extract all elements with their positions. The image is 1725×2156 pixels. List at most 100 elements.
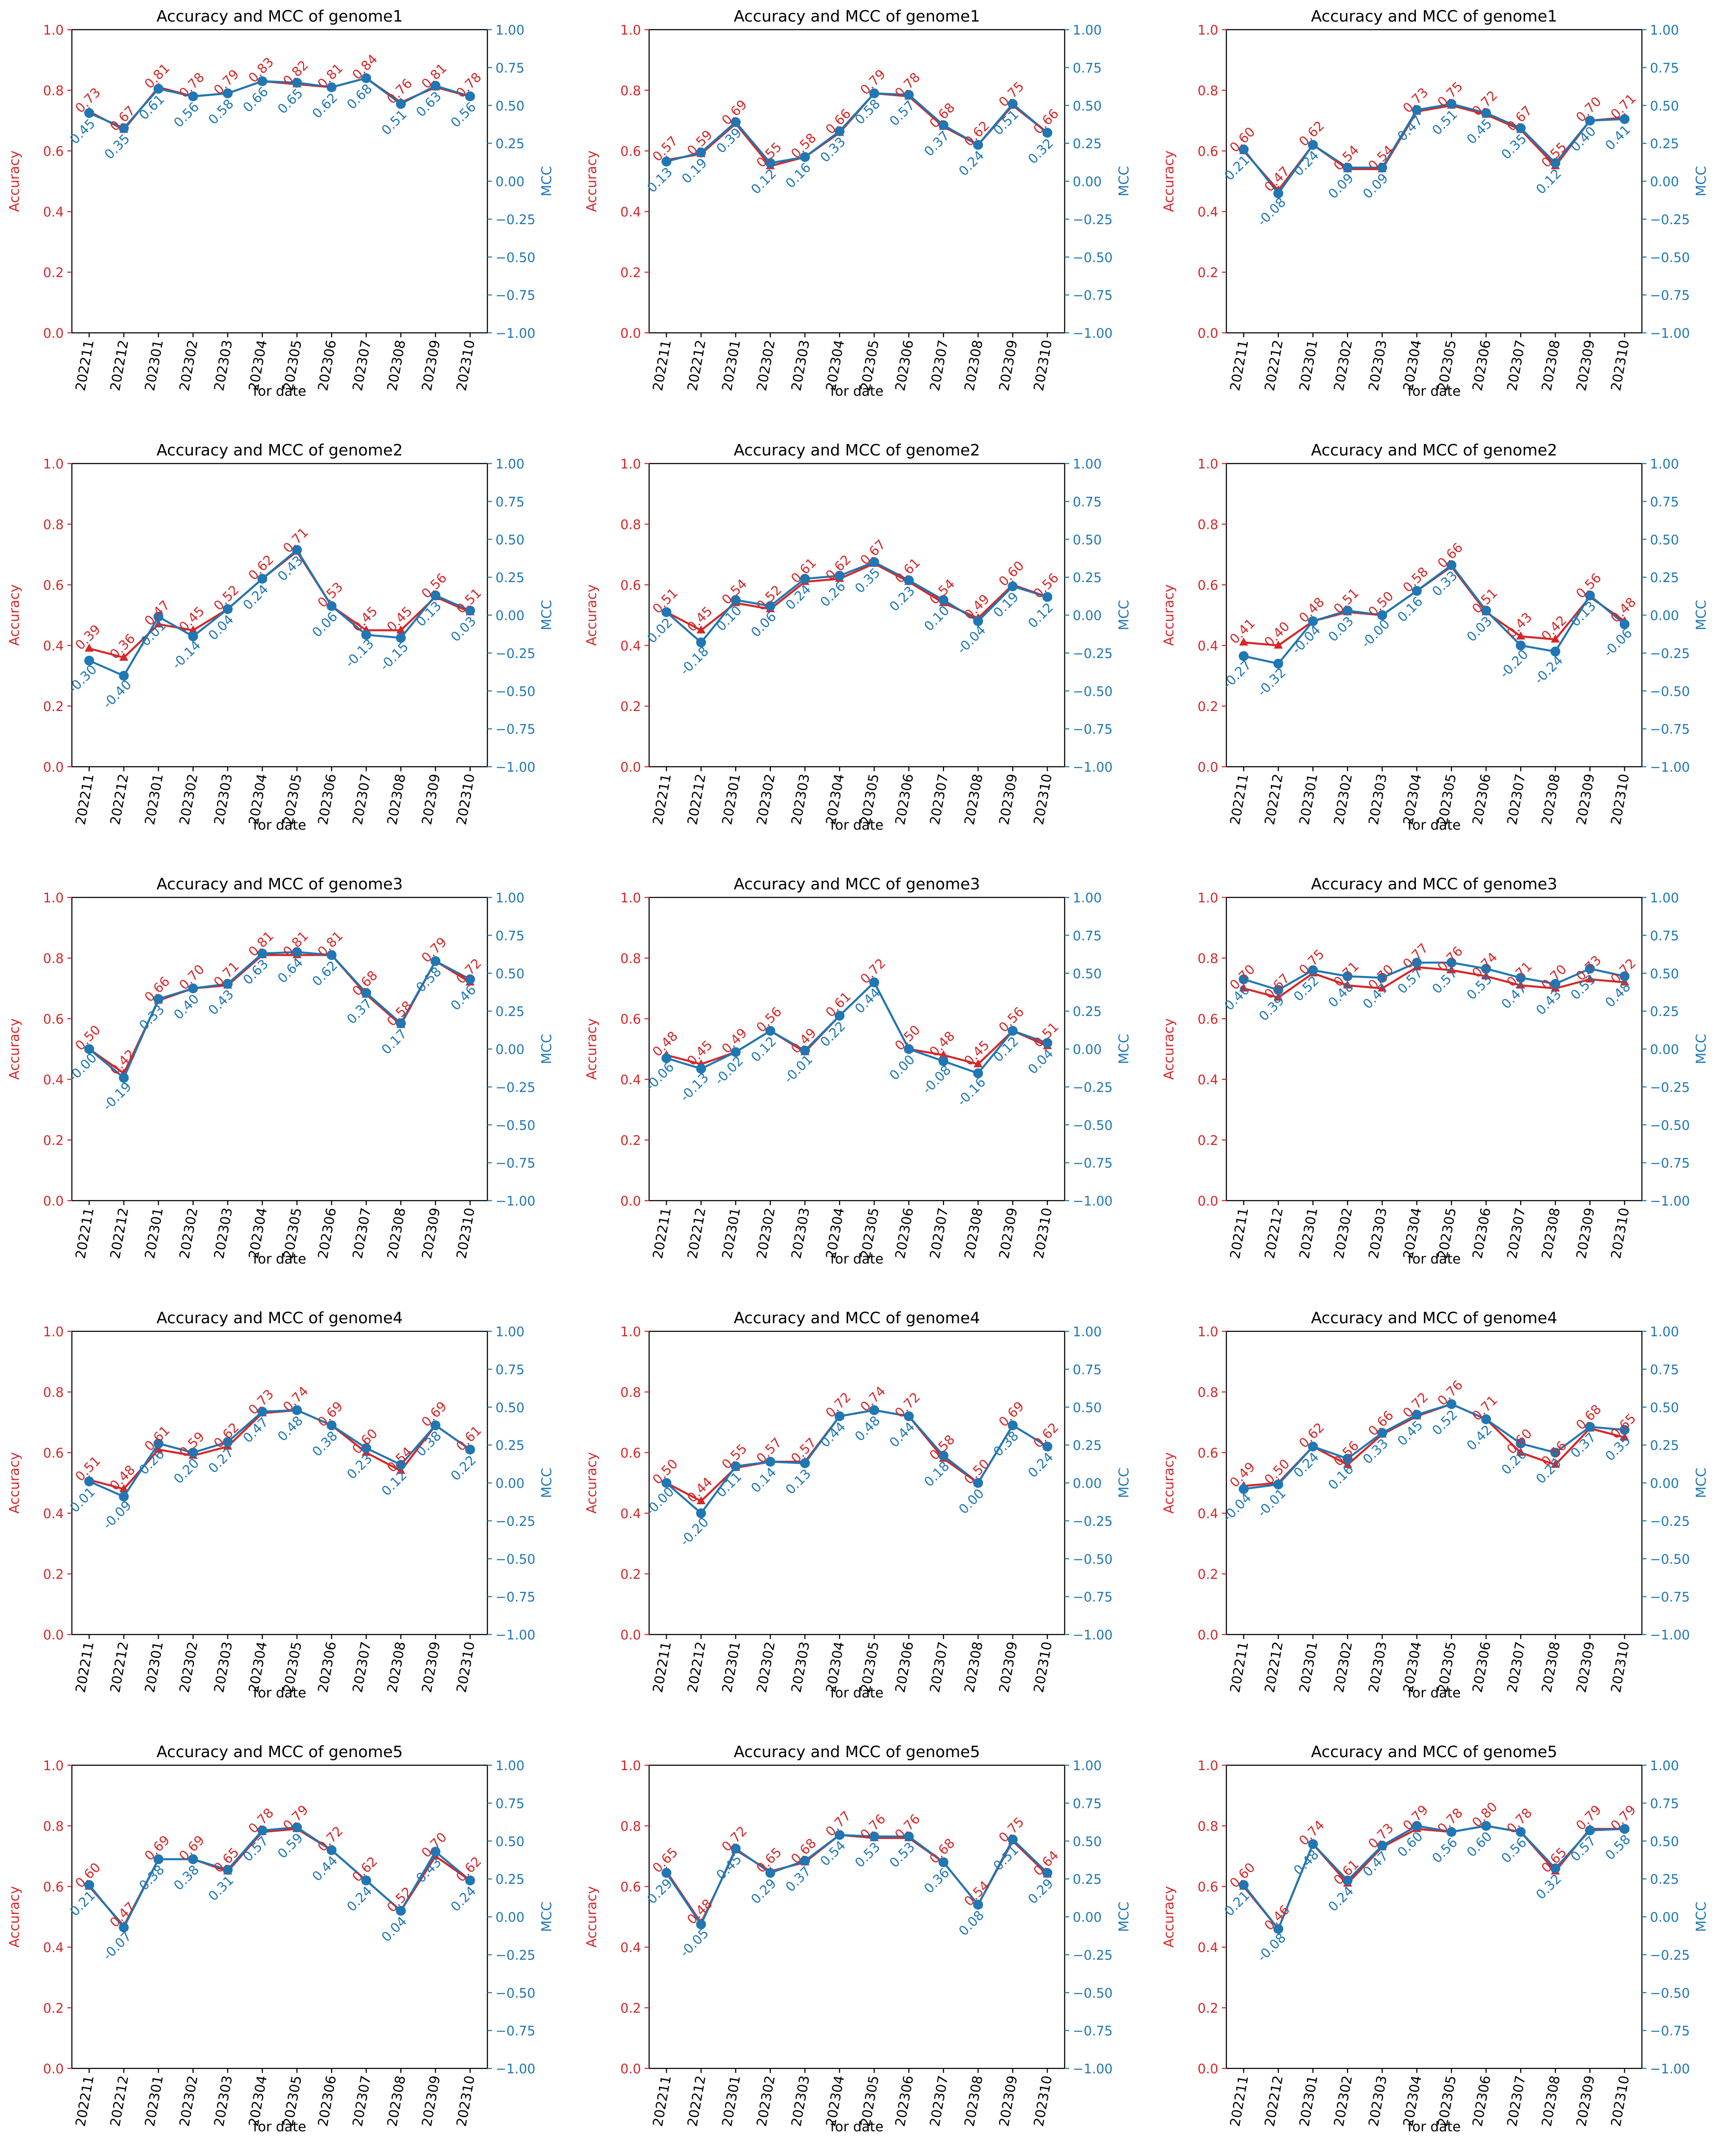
accuracy-line [1243,966,1625,999]
y2-tick-label: −0.75 [1073,2023,1113,2039]
chart-title: Accuracy and MCC of genome2 [1311,442,1557,459]
x-tick-label: 202310 [1608,1206,1632,1260]
y-tick-label: 1.0 [43,890,64,906]
x-tick-label: 202310 [1608,1640,1632,1694]
mcc-data-label: 0.44 [309,1853,341,1884]
mcc-data-label: -0.40 [100,677,134,711]
y2-tick-label: 0.75 [1073,494,1102,509]
mcc-data-label: 0.64 [274,955,306,986]
mcc-point [1238,1484,1249,1494]
x-axis-label: for date [253,2119,306,2135]
mcc-data-label: 0.68 [344,81,375,112]
chart-title: Accuracy and MCC of genome4 [734,1309,980,1327]
accuracy-point [154,619,163,627]
y2-tick-label: 0.50 [1650,98,1679,114]
y-axis-label: Accuracy [7,150,22,212]
x-tick-label: 202309 [996,2074,1021,2128]
y2-tick-label: 0.50 [1073,1834,1102,1849]
y-tick-label: 0.2 [620,265,641,280]
mcc-point [222,604,233,614]
y2-tick-label: −0.50 [495,250,535,265]
mcc-point [1008,1026,1018,1036]
x-tick-label: 202310 [1031,339,1055,392]
mcc-data-label: 0.04 [1025,1046,1057,1077]
x-tick-label: 202309 [1574,773,1598,826]
x-tick-label: 202307 [350,2074,374,2128]
x-tick-label: 202307 [350,773,374,826]
mcc-data-label: 0.16 [783,160,814,191]
x-tick-label: 202303 [788,1640,813,1694]
y-tick-label: 0.2 [1198,699,1218,714]
chart-panel-10: Accuracy and MCC of genome4 0.0 0.2 0.4 0.6 0… [7,1309,555,1701]
y-tick-label: 0.2 [43,699,64,714]
x-tick-label: 202303 [788,773,813,826]
y2-tick-label: 0.25 [1073,136,1102,151]
x-tick-label: 202310 [454,1640,478,1694]
mcc-data-label: 0.12 [378,1467,410,1499]
mcc-point [1411,105,1422,115]
y-tick-label: 0.4 [620,1072,641,1087]
x-tick-label: 202309 [1574,339,1598,392]
x-tick-label: 202303 [1366,1206,1390,1260]
accuracy-point [696,625,706,634]
chart-panel-1: Accuracy and MCC of genome1 0.0 0.2 0.4 0.6 0… [7,8,555,399]
mcc-data-label: 0.51 [378,106,410,138]
mcc-data-label: 0.60 [1394,1829,1426,1860]
mcc-data-label: 0.62 [309,958,341,989]
y2-tick-label: −0.75 [1650,2023,1690,2039]
x-tick-label: 202307 [1504,1640,1529,1694]
x-tick-label: 202307 [350,339,374,392]
mcc-data-label: 0.35 [102,131,133,162]
mcc-data-label: 0.46 [448,982,479,1013]
mcc-data-label: -0.20 [677,1514,712,1549]
y2-axis-label: MCC [1694,1034,1709,1065]
mcc-data-label: 0.38 [309,1428,341,1459]
mcc-data-label: -0.30 [65,662,100,696]
x-tick-label: 202309 [996,1640,1021,1694]
mcc-data-label: 0.45 [713,1851,745,1883]
y2-tick-label: 1.00 [1073,890,1102,906]
y2-tick-label: 0.50 [495,966,525,981]
y2-tick-label: 0.50 [1650,1834,1679,1849]
mcc-data-label: -0.07 [100,1929,134,1963]
y2-tick-label: 0.75 [1073,60,1102,75]
mcc-point [765,1457,775,1467]
y2-tick-label: −0.50 [1073,1985,1113,2001]
y2-axis-label: MCC [539,166,555,197]
mcc-data-label: -0.13 [677,1070,712,1105]
chart-title: Accuracy and MCC of genome2 [734,442,980,459]
mcc-point [1342,971,1353,981]
mcc-data-label: -0.08 [1254,1930,1289,1965]
mcc-point [1238,1880,1249,1890]
x-tick-label: 202301 [142,339,166,392]
x-tick-label: 202303 [1366,2074,1390,2128]
x-tick-label: 202302 [754,2074,778,2128]
y-tick-label: 1.0 [1198,890,1218,906]
mcc-point [1619,619,1630,629]
y2-tick-label: 0.00 [495,174,525,190]
y2-tick-label: 0.25 [1073,1004,1102,1019]
x-tick-label: 202306 [315,339,340,392]
y2-tick-label: −0.75 [495,722,535,737]
y2-tick-label: 0.50 [495,1834,525,1849]
mcc-data-label: 0.12 [748,166,779,197]
x-tick-label: 202302 [754,1206,778,1260]
y2-tick-label: 0.75 [495,1796,525,1811]
mcc-data-label: 0.38 [413,1428,444,1459]
x-tick-label: 202301 [719,1640,743,1694]
x-tick-label: 202301 [1296,1640,1321,1694]
mcc-point [834,1011,845,1021]
x-tick-label: 202211 [1227,1640,1252,1694]
y2-tick-label: −0.75 [1650,722,1690,737]
mcc-point [1273,1479,1283,1489]
mcc-point [1342,1875,1353,1886]
mcc-data-label: 0.56 [448,99,479,131]
mcc-point [84,655,94,666]
mcc-line [1243,961,1625,991]
y-tick-label: 0.8 [1198,1385,1218,1400]
mcc-line [666,1409,1048,1515]
x-tick-label: 202309 [1574,1640,1598,1694]
mcc-point [800,152,810,162]
plot-frame [71,1330,488,1635]
mcc-data-label: 0.03 [1325,613,1357,645]
